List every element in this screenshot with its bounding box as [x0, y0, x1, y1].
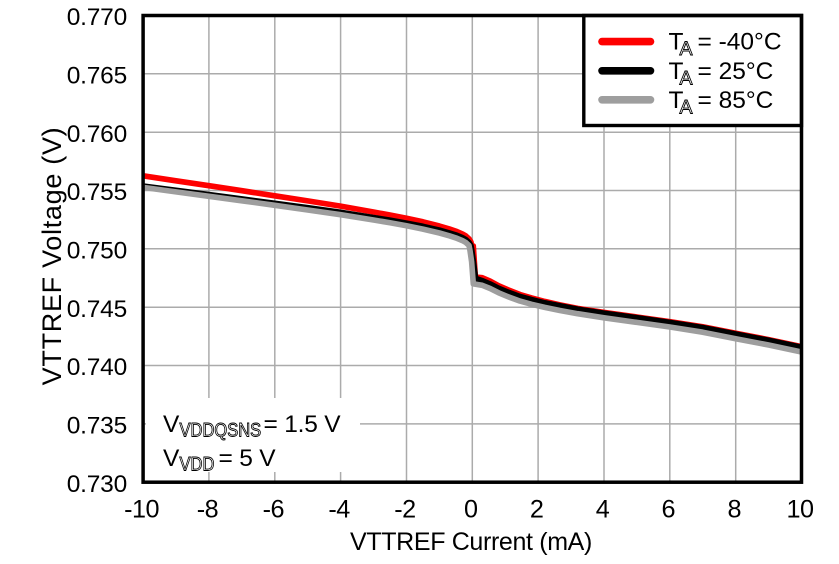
svg-text:0.770: 0.770: [67, 4, 127, 31]
svg-text:VDD: VDD: [180, 453, 215, 474]
svg-text:= 5 V: = 5 V: [219, 445, 277, 472]
svg-text:V: V: [163, 445, 180, 472]
svg-text:A: A: [680, 96, 693, 118]
svg-text:0.730: 0.730: [67, 471, 127, 498]
svg-text:0.765: 0.765: [67, 62, 127, 89]
svg-text:0.740: 0.740: [67, 354, 127, 381]
svg-text:VTTREF Current (mA): VTTREF Current (mA): [350, 528, 592, 556]
svg-text:10: 10: [786, 495, 814, 523]
svg-text:-4: -4: [328, 495, 350, 523]
svg-text:2: 2: [530, 495, 544, 523]
svg-text:0.750: 0.750: [67, 237, 127, 264]
svg-text:= -40°C: = -40°C: [698, 29, 782, 56]
svg-text:0.755: 0.755: [67, 179, 127, 206]
svg-text:A: A: [680, 38, 693, 60]
svg-text:A: A: [680, 67, 693, 89]
svg-text:VTTREF Voltage (V): VTTREF Voltage (V): [37, 127, 67, 386]
svg-text:VDDQSNS: VDDQSNS: [180, 419, 262, 440]
svg-text:V: V: [163, 411, 180, 438]
svg-text:= 85°C: = 85°C: [698, 87, 774, 114]
svg-text:= 1.5 V: = 1.5 V: [264, 411, 342, 438]
svg-text:6: 6: [662, 495, 676, 523]
svg-text:-2: -2: [394, 495, 415, 523]
svg-text:-10: -10: [124, 495, 159, 523]
svg-text:T: T: [669, 29, 684, 56]
svg-text:-8: -8: [197, 495, 218, 523]
svg-text:T: T: [669, 58, 684, 85]
svg-text:0.760: 0.760: [67, 121, 127, 148]
svg-text:0: 0: [464, 495, 478, 523]
svg-text:4: 4: [596, 495, 610, 523]
svg-text:T: T: [669, 87, 684, 114]
svg-text:8: 8: [727, 495, 741, 523]
svg-text:-6: -6: [263, 495, 284, 523]
svg-text:= 25°C: = 25°C: [698, 58, 774, 85]
svg-text:0.745: 0.745: [67, 296, 127, 323]
svg-text:0.735: 0.735: [67, 413, 127, 440]
